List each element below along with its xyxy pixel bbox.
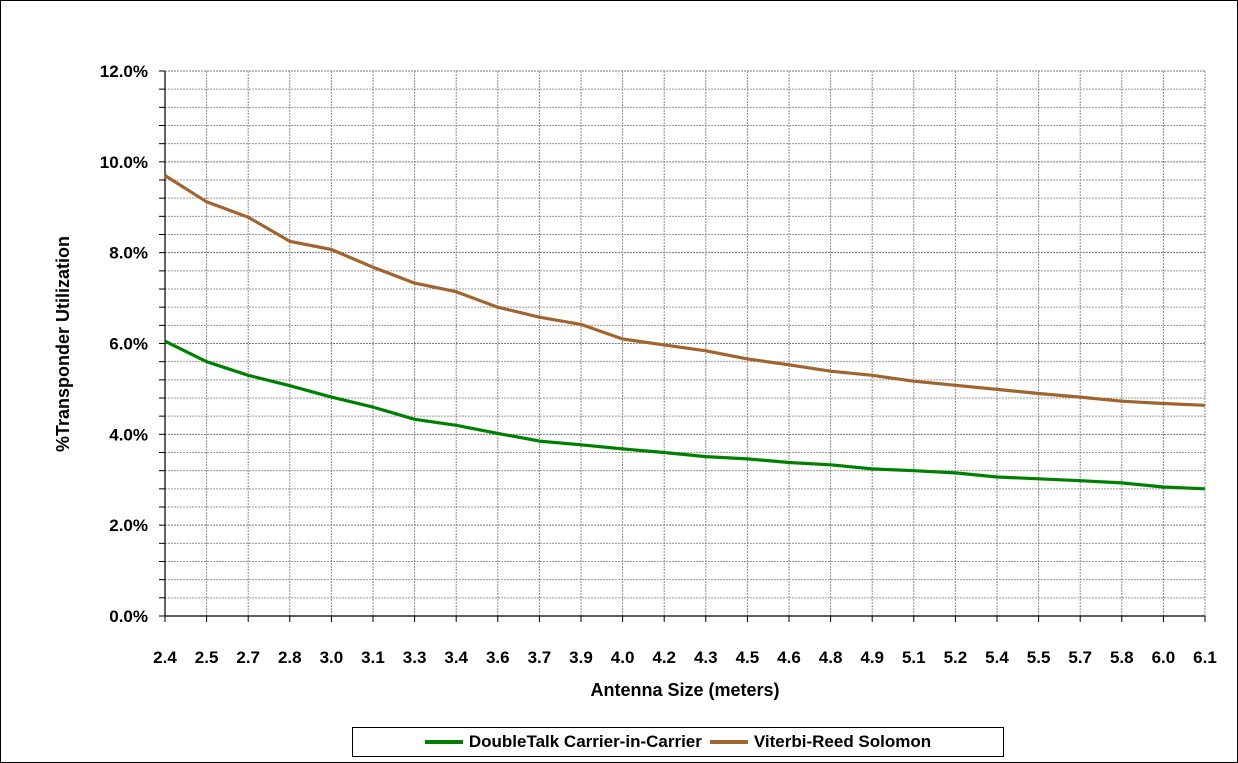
x-axis-label: Antenna Size (meters) bbox=[590, 680, 779, 700]
x-tick-label: 2.7 bbox=[236, 648, 260, 667]
series-line-0 bbox=[164, 339, 1206, 491]
x-tick-label: 3.4 bbox=[444, 648, 468, 667]
y-tick-label: 10.0% bbox=[100, 153, 148, 172]
x-tick-label: 5.4 bbox=[985, 648, 1009, 667]
axes bbox=[159, 70, 1206, 622]
legend: DoubleTalk Carrier-in-Carrier Viterbi-Re… bbox=[352, 727, 1004, 757]
x-tick-label: 5.1 bbox=[902, 648, 926, 667]
x-tick-label: 2.8 bbox=[278, 648, 302, 667]
x-tick-label: 3.3 bbox=[403, 648, 427, 667]
legend-swatch-viterbi bbox=[709, 740, 748, 744]
legend-swatch-doubletalk bbox=[424, 740, 463, 744]
x-tick-label: 5.5 bbox=[1027, 648, 1051, 667]
x-tick-label: 4.2 bbox=[652, 648, 676, 667]
x-tick-label: 3.0 bbox=[320, 648, 344, 667]
x-tick-label: 6.0 bbox=[1152, 648, 1176, 667]
x-tick-label: 4.0 bbox=[611, 648, 635, 667]
y-tick-label: 6.0% bbox=[109, 335, 148, 354]
series-lines bbox=[164, 174, 1206, 491]
legend-label-viterbi: Viterbi-Reed Solomon bbox=[753, 732, 932, 751]
legend-label-doubletalk: DoubleTalk Carrier-in-Carrier bbox=[468, 732, 702, 751]
x-tick-label: 3.9 bbox=[569, 648, 593, 667]
y-tick-label: 8.0% bbox=[109, 244, 148, 263]
y-tick-label: 12.0% bbox=[100, 62, 148, 81]
x-tick-label: 3.1 bbox=[361, 648, 385, 667]
x-tick-label: 2.4 bbox=[153, 648, 177, 667]
x-tick-label: 4.6 bbox=[777, 648, 801, 667]
x-tick-labels: 2.4 2.5 2.7 2.8 3.0 3.1 3.3 3.4 3.6 3.7 3.9 4.0 4.2 4… bbox=[153, 648, 1217, 667]
x-tick-label: 4.8 bbox=[819, 648, 843, 667]
x-tick-label: 5.2 bbox=[944, 648, 968, 667]
gridlines bbox=[165, 70, 1206, 617]
x-tick-label: 4.3 bbox=[694, 648, 718, 667]
y-tick-label: 2.0% bbox=[109, 516, 148, 535]
x-tick-label: 2.5 bbox=[195, 648, 219, 667]
legend-item-doubletalk: DoubleTalk Carrier-in-Carrier bbox=[424, 732, 702, 752]
y-tick-label: 4.0% bbox=[109, 425, 148, 444]
x-tick-label: 5.8 bbox=[1110, 648, 1134, 667]
y-tick-labels: 0.0% 2.0% 4.0% 6.0% 8.0% 10.0% 12.0% bbox=[100, 62, 148, 626]
y-tick-label: 0.0% bbox=[109, 607, 148, 626]
x-tick-label: 3.6 bbox=[486, 648, 510, 667]
x-tick-label: 4.9 bbox=[860, 648, 884, 667]
x-tick-label: 4.5 bbox=[736, 648, 760, 667]
legend-item-viterbi: Viterbi-Reed Solomon bbox=[709, 732, 932, 752]
series-line-1 bbox=[164, 174, 1206, 407]
x-tick-label: 6.1 bbox=[1193, 648, 1217, 667]
y-axis-label: %Transponder Utilization bbox=[53, 236, 73, 452]
x-tick-label: 3.7 bbox=[528, 648, 552, 667]
x-tick-label: 5.7 bbox=[1068, 648, 1092, 667]
